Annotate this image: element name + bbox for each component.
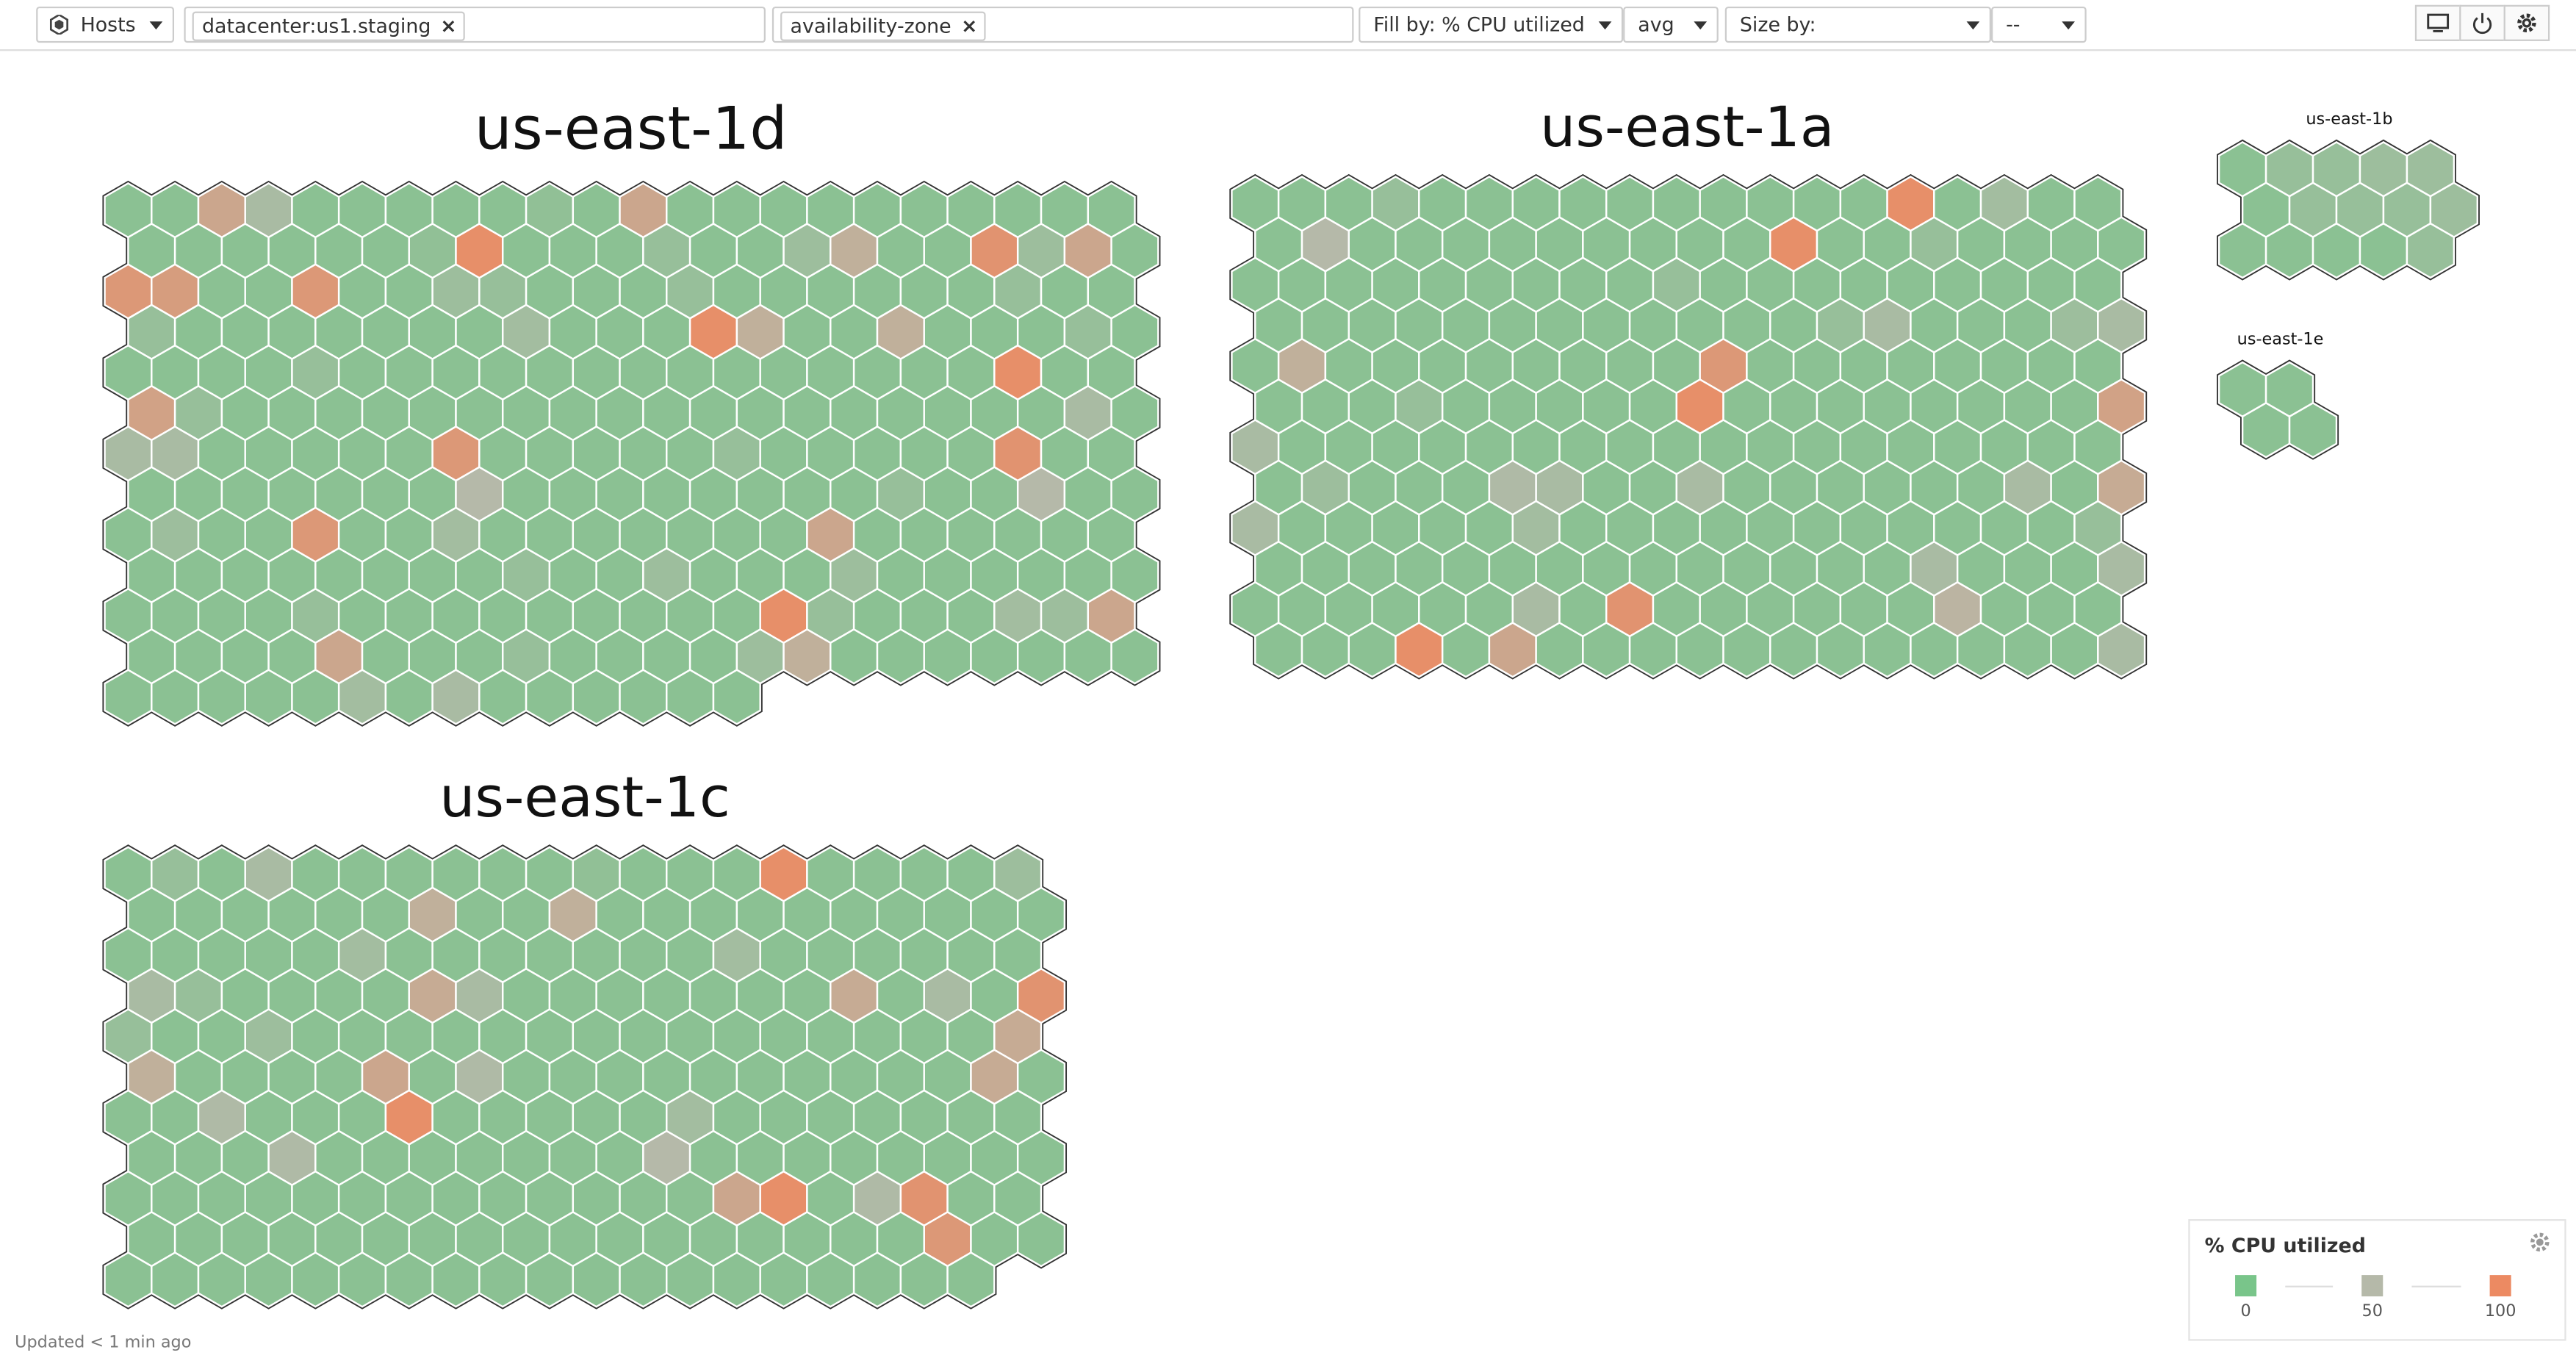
host-hex (2406, 222, 2456, 279)
power-icon (2472, 12, 2492, 35)
host-hex (1110, 628, 1159, 685)
caret (1694, 21, 1708, 30)
legend-title: % CPU utilized (2204, 1234, 2366, 1257)
host-hex (2288, 401, 2338, 459)
legend-tick-label: 50 (2362, 1301, 2383, 1321)
size-label: Size by: (1739, 12, 1816, 37)
host-hex (712, 669, 761, 725)
size-agg-label: -- (2006, 12, 2021, 37)
group-tag[interactable]: availability-zone (780, 11, 986, 41)
tv-icon (2427, 13, 2450, 32)
caret (149, 21, 163, 30)
agg-label: avg (1638, 12, 1674, 37)
filter-tag-text: datacenter:us1.staging (202, 15, 431, 38)
size-select[interactable]: Size by: (1724, 6, 1991, 43)
remove-icon[interactable] (442, 20, 456, 33)
legend: % CPU utilized 0 50 100 (2188, 1219, 2566, 1341)
settings-button[interactable] (2503, 4, 2550, 41)
scope-select[interactable]: Hosts (36, 6, 175, 43)
gear-icon (2517, 13, 2536, 33)
group-input[interactable]: availability-zone (771, 6, 1354, 43)
group-title: us-east-1e (2237, 329, 2324, 348)
legend-tick-label: 0 (2240, 1301, 2251, 1321)
caret (1966, 21, 1980, 30)
fill-label: Fill by: % CPU utilized (1373, 12, 1585, 37)
size-agg-select[interactable]: -- (1990, 6, 2087, 43)
legend-scale: 0 50 100 (2235, 1275, 2516, 1321)
group-title: us-east-1a (1540, 94, 1834, 159)
hosts-icon (49, 15, 69, 35)
group-title: us-east-1b (2306, 109, 2392, 129)
legend-tick-label: 100 (2485, 1301, 2516, 1321)
legend-swatch (2361, 1275, 2383, 1297)
legend-swatch (2489, 1275, 2511, 1297)
group-title: us-east-1d (475, 94, 788, 163)
caret (2062, 21, 2076, 30)
filter-input[interactable]: datacenter:us1.staging (184, 6, 766, 43)
host-hex (1016, 1211, 1066, 1268)
status-text: Updated < 1 min ago (15, 1334, 192, 1353)
legend-gear[interactable] (2528, 1231, 2551, 1254)
fill-select[interactable]: Fill by: % CPU utilized (1359, 6, 1624, 43)
scope-label: Hosts (80, 12, 136, 37)
host-hex (946, 1251, 996, 1308)
caret (1598, 21, 1612, 30)
toolbar: Hosts datacenter:us1.staging availabilit… (0, 0, 2576, 51)
agg-select[interactable]: avg (1623, 6, 1719, 43)
group-tag-text: availability-zone (790, 15, 951, 38)
remove-icon[interactable] (963, 20, 976, 33)
host-hex (2097, 622, 2146, 678)
legend-swatch (2235, 1275, 2257, 1297)
group-title: us-east-1c (439, 764, 730, 830)
filter-tag[interactable]: datacenter:us1.staging (192, 11, 466, 41)
